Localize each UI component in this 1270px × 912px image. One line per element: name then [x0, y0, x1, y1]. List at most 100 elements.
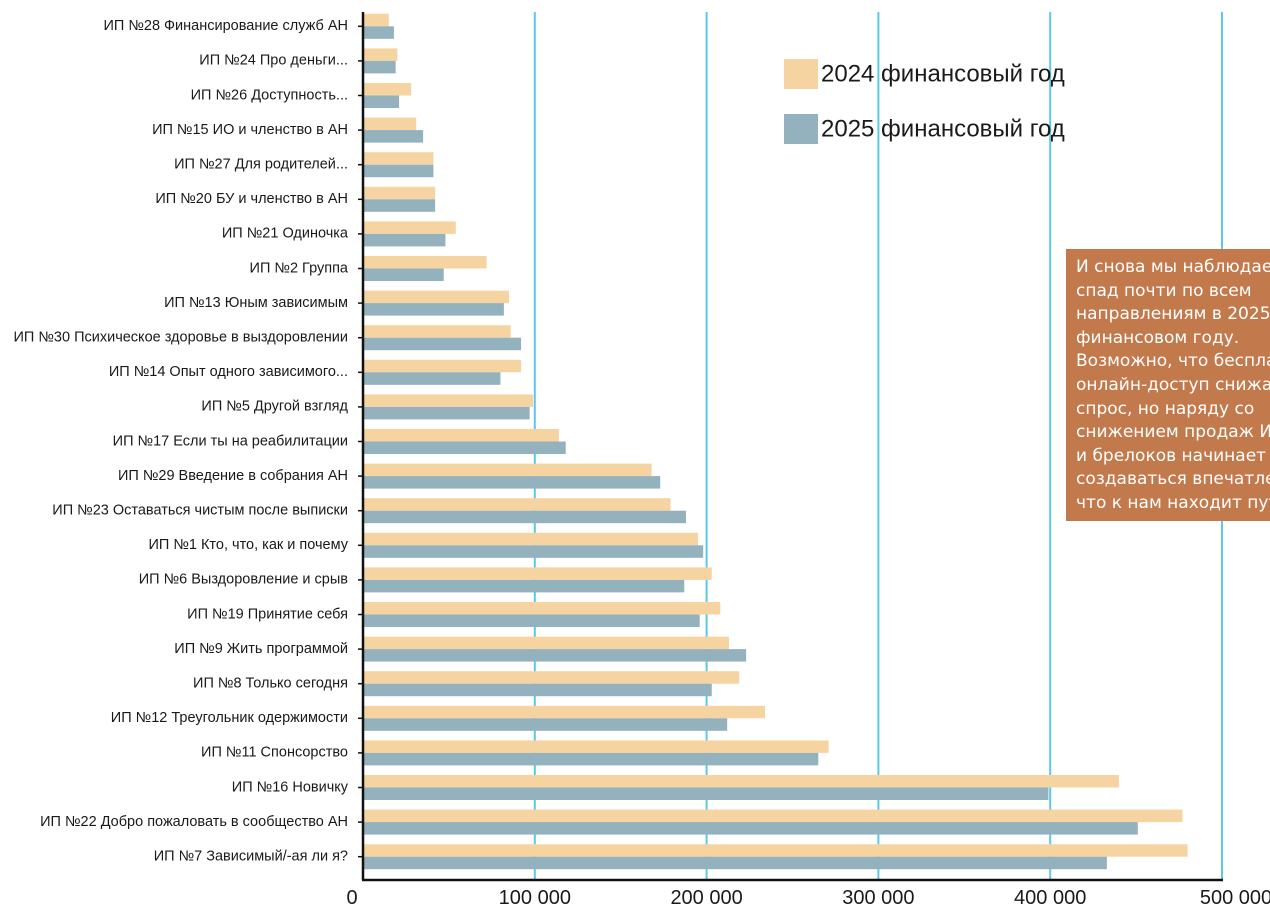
- bar-2025-15: [363, 545, 704, 558]
- bar-2025-12: [363, 441, 566, 454]
- bar-2024-23: [363, 809, 1183, 823]
- bar-2025-17: [363, 614, 700, 627]
- axes: [358, 12, 1223, 882]
- note-line: финансовом году.: [1076, 327, 1240, 348]
- note-line: онлайн-доступ снижает: [1076, 374, 1270, 395]
- bar-2024-21: [363, 740, 829, 753]
- category-label-6: ИП №21 Одиночка: [222, 226, 349, 242]
- legend-swatch-2025: [784, 114, 818, 144]
- bar-2025-21: [363, 752, 819, 766]
- bar-2024-2: [363, 83, 412, 96]
- category-label-5: ИП №20 БУ и членство в АН: [155, 191, 348, 207]
- x-tick-label-2: 200 000: [670, 887, 742, 909]
- bar-2024-8: [363, 290, 510, 304]
- category-label-17: ИП №19 Принятие себя: [187, 606, 348, 622]
- bar-2024-15: [363, 532, 699, 546]
- category-label-14: ИП №23 Оставаться чистым после выписки: [52, 503, 348, 519]
- bar-2024-17: [363, 602, 721, 615]
- note-line: спад почти по всем: [1076, 280, 1252, 301]
- bar-2025-9: [363, 337, 522, 351]
- category-label-10: ИП №14 Опыт одного зависимого...: [109, 364, 348, 380]
- bar-2025-7: [363, 268, 444, 281]
- note-line: И снова мы наблюдаем: [1076, 257, 1270, 277]
- bar-2024-13: [363, 463, 652, 477]
- category-label-11: ИП №5 Другой взгляд: [201, 399, 348, 415]
- x-tick-label-4: 400 000: [1014, 887, 1086, 909]
- bar-2025-20: [363, 718, 728, 731]
- bar-2024-22: [363, 775, 1119, 788]
- x-tick-label-0: 0: [346, 887, 357, 909]
- bar-2025-24: [363, 856, 1107, 870]
- category-label-19: ИП №8 Только сегодня: [193, 676, 348, 692]
- bar-2025-18: [363, 649, 747, 662]
- category-label-18: ИП №9 Жить программой: [174, 641, 348, 657]
- category-label-7: ИП №2 Группа: [250, 260, 349, 276]
- category-label-24: ИП №7 Зависимый/-ая ли я?: [154, 849, 348, 865]
- note-line: создаваться впечатление,: [1076, 469, 1270, 490]
- tick-labels: 0 100 000 200 000 300 000 400 000 500 000: [346, 887, 1270, 909]
- note-line: и брелоков начинает: [1076, 445, 1267, 466]
- bar-2024-18: [363, 636, 729, 650]
- bar-2024-7: [363, 256, 487, 269]
- bar-2024-4: [363, 152, 434, 165]
- bar-2025-22: [363, 787, 1049, 800]
- bar-2025-19: [363, 683, 712, 697]
- category-label-9: ИП №30 Психическое здоровье в выздоровле…: [13, 330, 348, 346]
- bar-2025-13: [363, 476, 661, 489]
- bar-2025-16: [363, 579, 685, 593]
- category-label-20: ИП №12 Треугольник одержимости: [111, 710, 348, 726]
- bar-2025-23: [363, 822, 1138, 835]
- note-line: снижением продаж ИП: [1076, 422, 1270, 443]
- bar-2024-6: [363, 221, 456, 234]
- category-labels: ИП №28 Финансирование служб АН ИП №24 Про…: [13, 18, 348, 864]
- bar-2024-1: [363, 48, 398, 61]
- bar-2024-11: [363, 394, 534, 407]
- category-label-8: ИП №13 Юным зависимым: [164, 295, 348, 311]
- bar-2024-5: [363, 186, 436, 200]
- category-label-3: ИП №15 ИО и членство в АН: [152, 122, 348, 138]
- bar-2025-10: [363, 372, 501, 385]
- note-line: Возможно, что бесплатный: [1076, 351, 1270, 372]
- bar-2024-0: [363, 13, 389, 27]
- commentary-note: И снова мы наблюдаем спад почти по всем на…: [1066, 249, 1270, 521]
- bar-2024-20: [363, 705, 766, 719]
- legend-swatch-2024: [784, 59, 818, 89]
- x-tick-label-5: 500 000: [1200, 887, 1270, 909]
- x-tick-label-1: 100 000: [499, 887, 571, 909]
- bar-2025-1: [363, 60, 396, 74]
- note-line: что к нам находит путь: [1076, 492, 1270, 513]
- bar-2024-14: [363, 498, 671, 511]
- bars: [363, 13, 1188, 870]
- category-label-16: ИП №6 Выздоровление и срыв: [139, 572, 349, 588]
- bar-2025-8: [363, 303, 504, 316]
- note-line: спрос, но наряду со: [1076, 398, 1255, 419]
- legend: 2024 финансовый год 2025 финансовый год: [784, 59, 1065, 144]
- x-tick-label-3: 300 000: [842, 887, 914, 909]
- category-label-15: ИП №1 Кто, что, как и почему: [148, 537, 348, 553]
- bar-2025-5: [363, 199, 436, 212]
- bar-2024-12: [363, 429, 559, 442]
- bar-2025-6: [363, 233, 446, 247]
- category-label-4: ИП №27 Для родителей...: [174, 157, 348, 173]
- category-label-0: ИП №28 Финансирование служб АН: [103, 18, 348, 34]
- bar-2024-19: [363, 671, 740, 684]
- category-label-1: ИП №24 Про деньги...: [199, 53, 348, 69]
- bar-2025-4: [363, 164, 434, 178]
- bar-2024-10: [363, 359, 522, 373]
- category-label-13: ИП №29 Введение в собрания АН: [118, 468, 348, 484]
- category-label-12: ИП №17 Если ты на реабилитации: [113, 433, 348, 449]
- category-label-2: ИП №26 Доступность...: [191, 87, 348, 103]
- bar-2025-14: [363, 510, 686, 524]
- note-line: направлениям в 2025: [1076, 304, 1270, 325]
- note-line: меньше новичков.: [1076, 516, 1270, 521]
- bar-2025-2: [363, 95, 400, 108]
- bar-2024-24: [363, 844, 1188, 857]
- bar-2025-3: [363, 130, 424, 143]
- bar-2025-11: [363, 406, 530, 420]
- legend-label-2024: 2024 финансовый год: [821, 60, 1065, 87]
- bar-2024-3: [363, 117, 417, 131]
- legend-label-2025: 2025 финансовый год: [821, 115, 1065, 142]
- bar-2024-9: [363, 325, 511, 338]
- bar-2025-0: [363, 26, 394, 39]
